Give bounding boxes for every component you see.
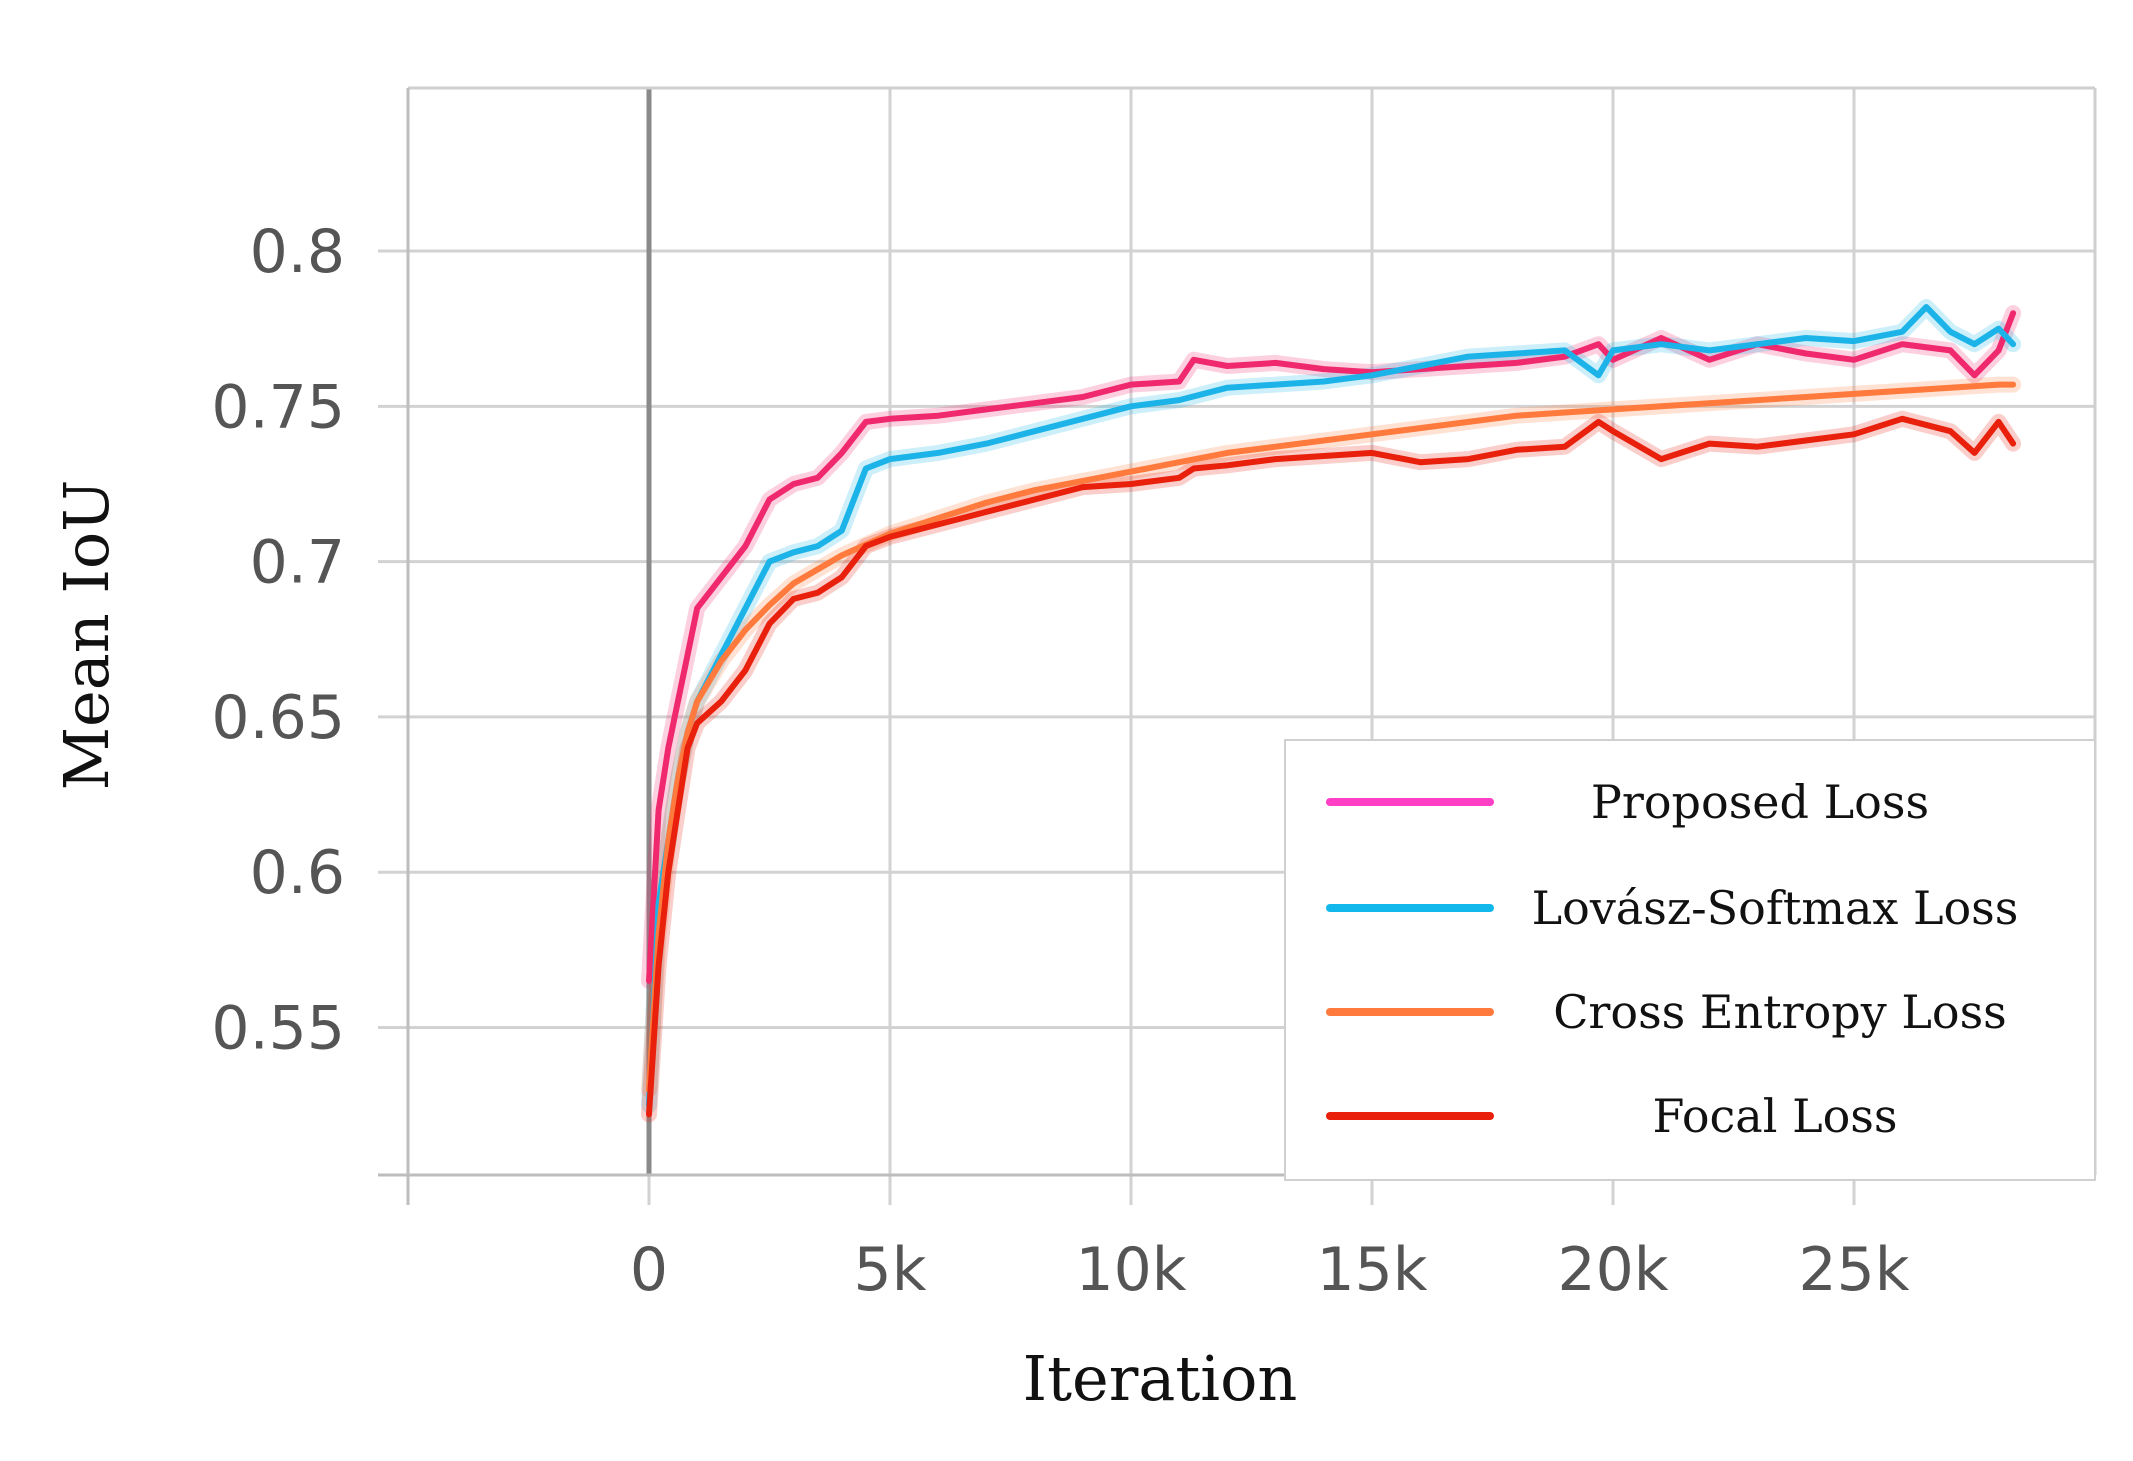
tick-labels: 0.55 0.6 0.65 0.7 0.75 0.8 0 5k 10k 15k 20k 25k bbox=[211, 217, 1909, 1305]
y-tick-label: 0.55 bbox=[211, 993, 345, 1063]
y-axis-title: Mean IoU bbox=[50, 480, 123, 791]
x-tick-label: 20k bbox=[1557, 1235, 1668, 1305]
x-tick-label: 0 bbox=[630, 1235, 668, 1305]
y-tick-label: 0.65 bbox=[211, 683, 345, 753]
legend-box bbox=[1284, 739, 2096, 1181]
series-line-2 bbox=[646, 381, 2017, 1093]
legend: Proposed Loss Lovász-Softmax Loss Cross En… bbox=[1284, 739, 2096, 1181]
x-tick-label: 25k bbox=[1798, 1235, 1909, 1305]
x-tick-label: 5k bbox=[854, 1235, 927, 1305]
series-line-3 bbox=[646, 415, 2017, 1118]
x-tick-label: 15k bbox=[1316, 1235, 1427, 1305]
y-tick-label: 0.7 bbox=[250, 528, 345, 598]
legend-label: Focal Loss bbox=[1652, 1089, 1897, 1143]
legend-label: Proposed Loss bbox=[1591, 775, 1929, 829]
legend-label: Cross Entropy Loss bbox=[1553, 985, 2007, 1039]
x-tick-label: 10k bbox=[1075, 1235, 1186, 1305]
x-axis-title: Iteration bbox=[1023, 1342, 1298, 1415]
y-tick-label: 0.75 bbox=[211, 372, 345, 442]
legend-label: Lovász-Softmax Loss bbox=[1532, 881, 2019, 935]
series-line-1 bbox=[646, 304, 2017, 1109]
y-tick-label: 0.6 bbox=[250, 838, 345, 908]
y-tick-label: 0.8 bbox=[250, 217, 345, 287]
series-line-0 bbox=[646, 310, 2017, 984]
series-lines bbox=[641, 299, 2022, 1123]
